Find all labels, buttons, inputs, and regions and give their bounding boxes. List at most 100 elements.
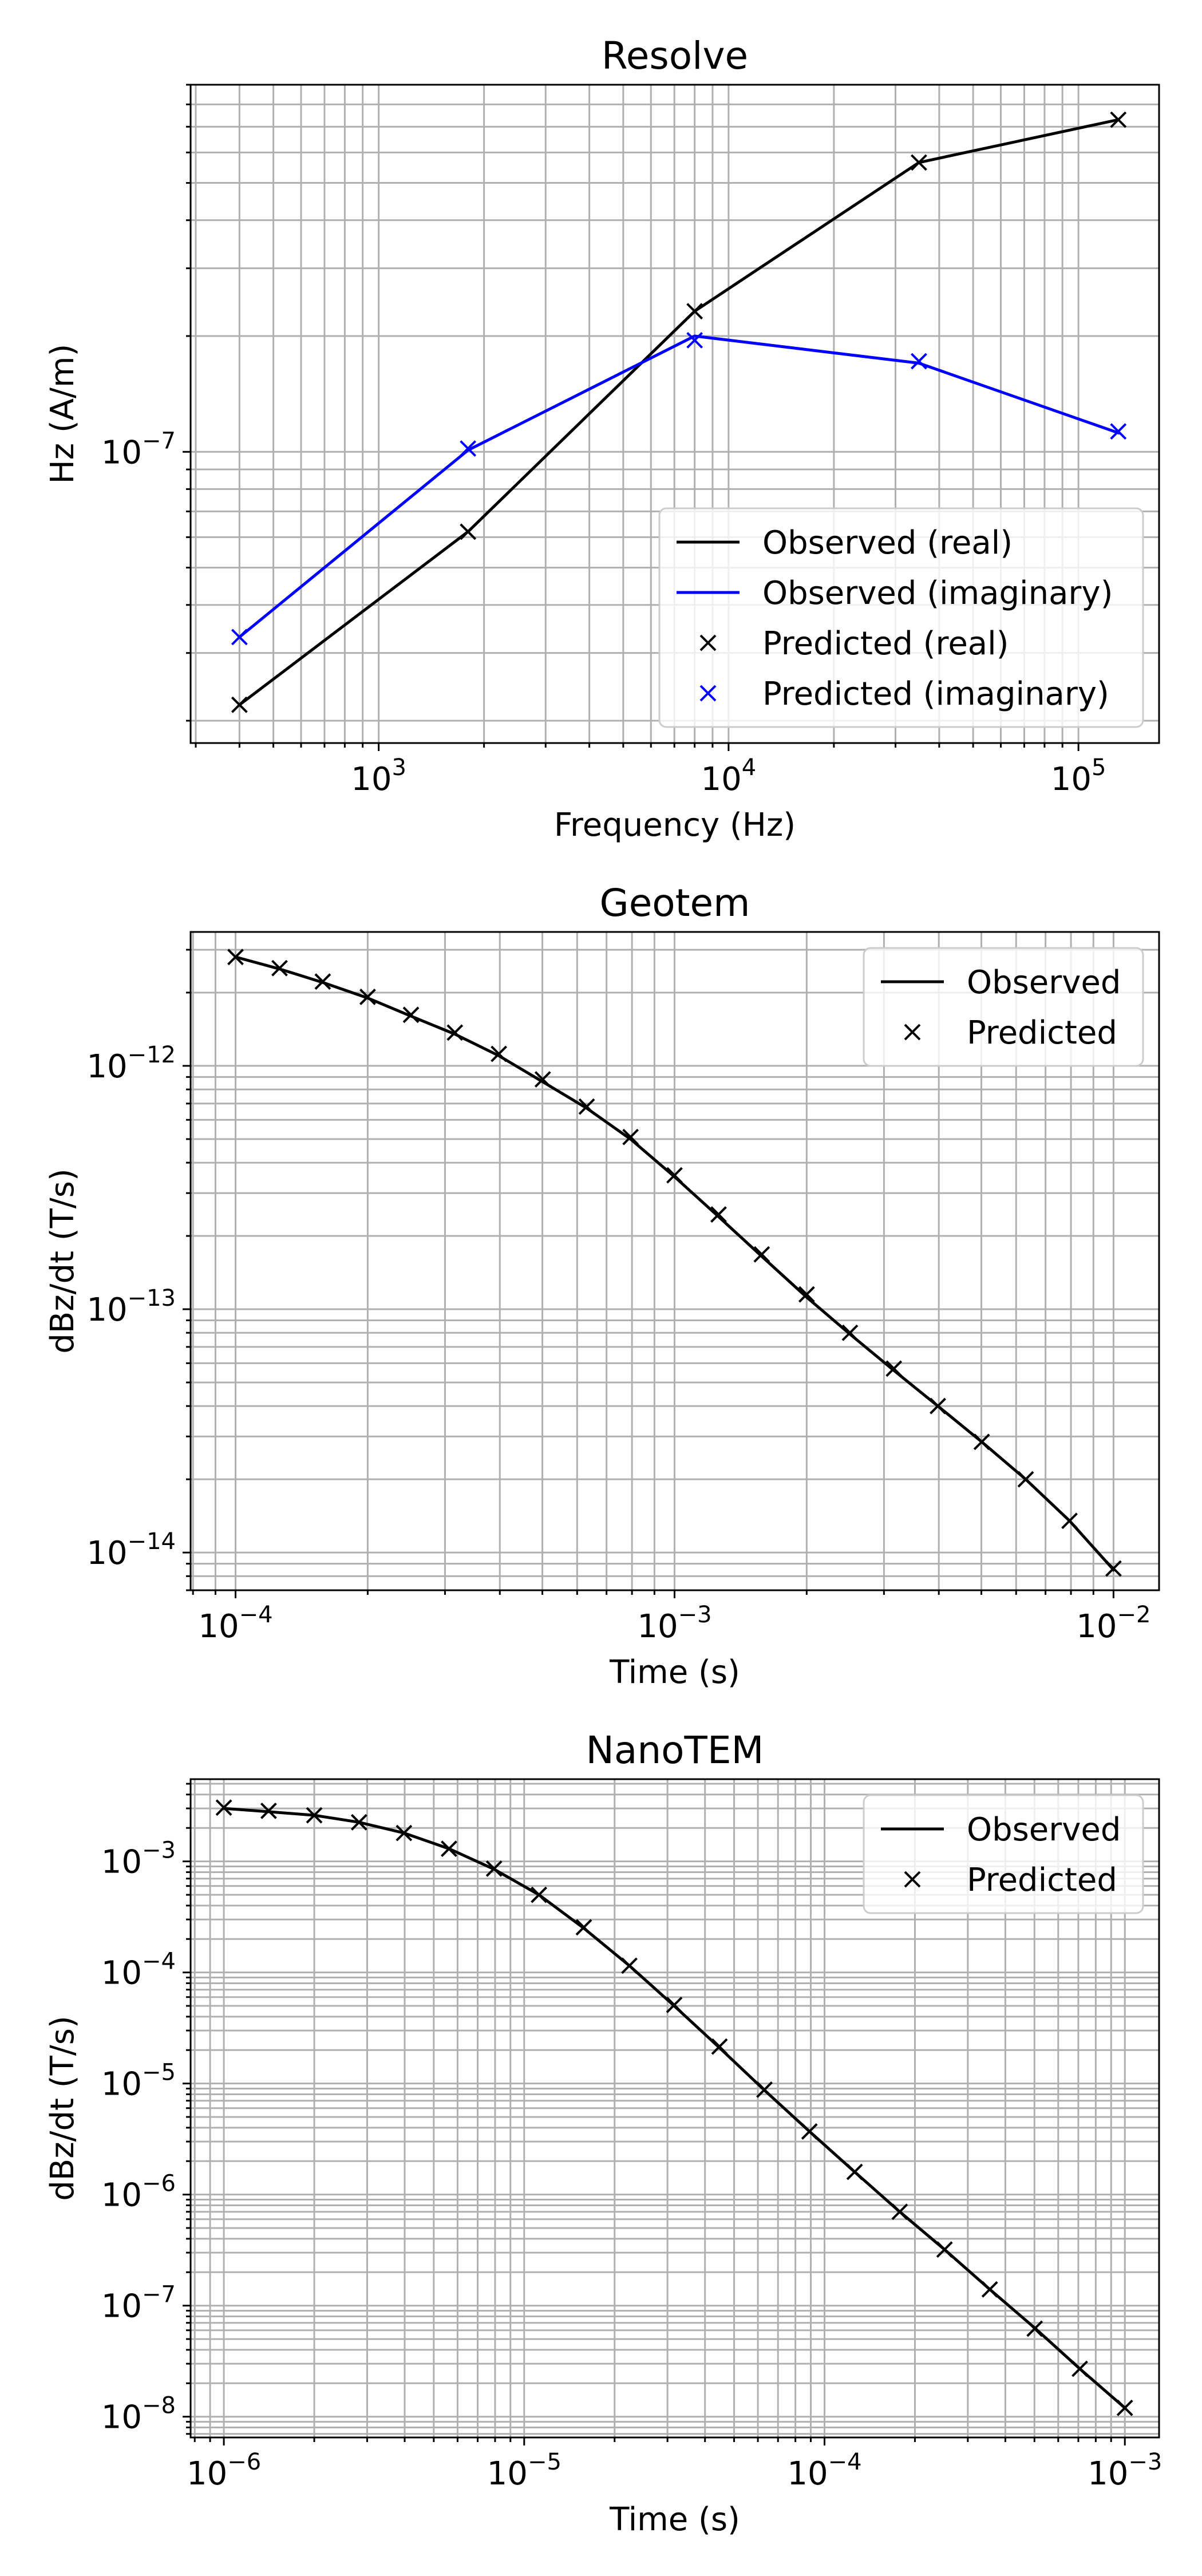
legend-label: Observed bbox=[967, 1811, 1121, 1848]
data-point-marker bbox=[841, 1324, 859, 1341]
data-point-marker bbox=[1071, 2360, 1088, 2377]
data-point-marker bbox=[622, 1128, 639, 1145]
x-tick-label: 10−3 bbox=[637, 1602, 711, 1645]
geotem-grid bbox=[191, 932, 1159, 1590]
nanotem-series-predicted-markers bbox=[215, 1799, 1133, 2416]
y-tick-label: 10−4 bbox=[101, 1949, 176, 1992]
legend-marker-swatch bbox=[699, 685, 717, 702]
data-point-marker bbox=[215, 1799, 232, 1816]
x-tick-label: 103 bbox=[351, 754, 406, 798]
data-point-marker bbox=[1061, 1512, 1078, 1530]
y-tick-label: 10−14 bbox=[86, 1528, 176, 1572]
x-tick-label: 10−3 bbox=[1088, 2449, 1162, 2492]
data-point-marker bbox=[801, 2123, 818, 2140]
resolve-series-predicted-imaginary-markers bbox=[231, 331, 1127, 646]
data-point-marker bbox=[531, 1886, 548, 1903]
resolve-series bbox=[231, 111, 1127, 713]
legend-label: Predicted (imaginary) bbox=[762, 675, 1109, 713]
data-point-marker bbox=[621, 1957, 638, 1974]
nanotem-plot-frame bbox=[189, 1778, 1160, 2439]
data-point-marker bbox=[753, 1246, 770, 1263]
legend-marker-swatch bbox=[904, 1871, 921, 1888]
x-axis-label: Time (s) bbox=[609, 2501, 740, 2538]
nanotem-legend: Observed Predicted bbox=[863, 1794, 1144, 1914]
data-point-marker bbox=[271, 959, 288, 977]
resolve-chart-title: Resolve bbox=[602, 34, 748, 78]
data-point-marker bbox=[686, 303, 703, 320]
data-point-marker bbox=[396, 1824, 413, 1842]
legend-marker-swatch bbox=[904, 1024, 921, 1041]
data-point-marker bbox=[359, 989, 376, 1005]
data-point-marker bbox=[1017, 1471, 1034, 1488]
data-point-marker bbox=[485, 1860, 503, 1877]
data-point-marker bbox=[756, 2081, 773, 2098]
x-tick-label: 10−5 bbox=[487, 2449, 562, 2492]
data-point-marker bbox=[441, 1840, 457, 1857]
x-axis-label: Frequency (Hz) bbox=[554, 807, 796, 844]
data-point-marker bbox=[846, 2163, 863, 2180]
y-tick-label: 10−12 bbox=[86, 1042, 176, 1085]
y-tick-label: 10−5 bbox=[101, 2060, 176, 2103]
x-tick-label: 10−2 bbox=[1076, 1602, 1150, 1645]
data-point-marker bbox=[306, 1807, 323, 1824]
x-tick-label: 104 bbox=[701, 754, 757, 798]
data-point-marker bbox=[578, 1098, 595, 1115]
data-point-marker bbox=[446, 1024, 464, 1041]
data-point-marker bbox=[575, 1919, 592, 1936]
legend-frame bbox=[863, 947, 1144, 1067]
y-axis-label: dBz/dt (T/s) bbox=[44, 2016, 81, 2200]
geotem-chart-title: Geotem bbox=[600, 881, 750, 925]
data-point-marker bbox=[973, 1433, 990, 1451]
y-axis-label: dBz/dt (T/s) bbox=[44, 1168, 81, 1353]
legend-label: Predicted (real) bbox=[762, 625, 1009, 662]
data-point-marker bbox=[350, 1814, 367, 1831]
data-point-marker bbox=[686, 331, 703, 349]
data-point-marker bbox=[911, 154, 927, 171]
data-point-marker bbox=[1105, 1560, 1122, 1577]
x-tick-label: 10−4 bbox=[198, 1602, 272, 1645]
resolve-plot-frame bbox=[189, 84, 1160, 744]
y-tick-label: 10−6 bbox=[101, 2171, 176, 2214]
legend-frame bbox=[863, 1794, 1144, 1914]
data-point-marker bbox=[1110, 423, 1127, 440]
y-tick-label: 10−13 bbox=[86, 1285, 176, 1329]
geotem-series bbox=[227, 949, 1122, 1577]
data-point-marker bbox=[1110, 111, 1127, 128]
x-tick-label: 10−4 bbox=[787, 2449, 861, 2492]
data-point-marker bbox=[1026, 2320, 1043, 2337]
resolve-series-predicted-real-markers bbox=[231, 111, 1127, 713]
geotem-plot-frame bbox=[189, 931, 1160, 1591]
data-point-marker bbox=[460, 523, 477, 540]
data-point-marker bbox=[231, 629, 248, 646]
data-point-marker bbox=[936, 2241, 953, 2258]
y-tick-label: 10−7 bbox=[101, 2282, 176, 2325]
y-tick-label: 10−8 bbox=[101, 2393, 176, 2436]
nanotem-series bbox=[215, 1799, 1133, 2416]
legend-label: Predicted bbox=[967, 1014, 1117, 1052]
data-point-marker bbox=[460, 440, 477, 457]
x-axis-label: Time (s) bbox=[609, 1654, 740, 1691]
x-tick-label: 10−6 bbox=[187, 2449, 261, 2492]
y-tick-label: 10−7 bbox=[101, 428, 176, 471]
resolve-series-observed-imaginary-line bbox=[237, 334, 1120, 639]
legend-label: Predicted bbox=[967, 1862, 1117, 1899]
data-point-marker bbox=[981, 2281, 998, 2298]
data-point-marker bbox=[402, 1006, 420, 1024]
legend-frame bbox=[658, 507, 1144, 728]
geotem-legend: Observed Predicted bbox=[863, 947, 1144, 1067]
data-point-marker bbox=[930, 1397, 946, 1415]
data-point-marker bbox=[260, 1802, 277, 1819]
data-point-marker bbox=[666, 1167, 683, 1184]
data-point-marker bbox=[491, 1045, 508, 1062]
data-point-marker bbox=[534, 1071, 551, 1088]
legend-label: Observed bbox=[967, 964, 1121, 1001]
data-point-marker bbox=[711, 2038, 728, 2055]
data-point-marker bbox=[710, 1206, 727, 1223]
nanotem-chart: 10−6 10−5 10−4 10−3 10−3 10−4 10−5 10−6 10−7 10−8… bbox=[44, 1728, 1162, 2538]
data-point-marker bbox=[891, 2203, 908, 2221]
data-point-marker bbox=[1116, 2399, 1133, 2416]
y-tick-label: 10−3 bbox=[101, 1838, 176, 1881]
data-point-marker bbox=[798, 1286, 815, 1303]
legend-label: Observed (imaginary) bbox=[762, 575, 1113, 612]
